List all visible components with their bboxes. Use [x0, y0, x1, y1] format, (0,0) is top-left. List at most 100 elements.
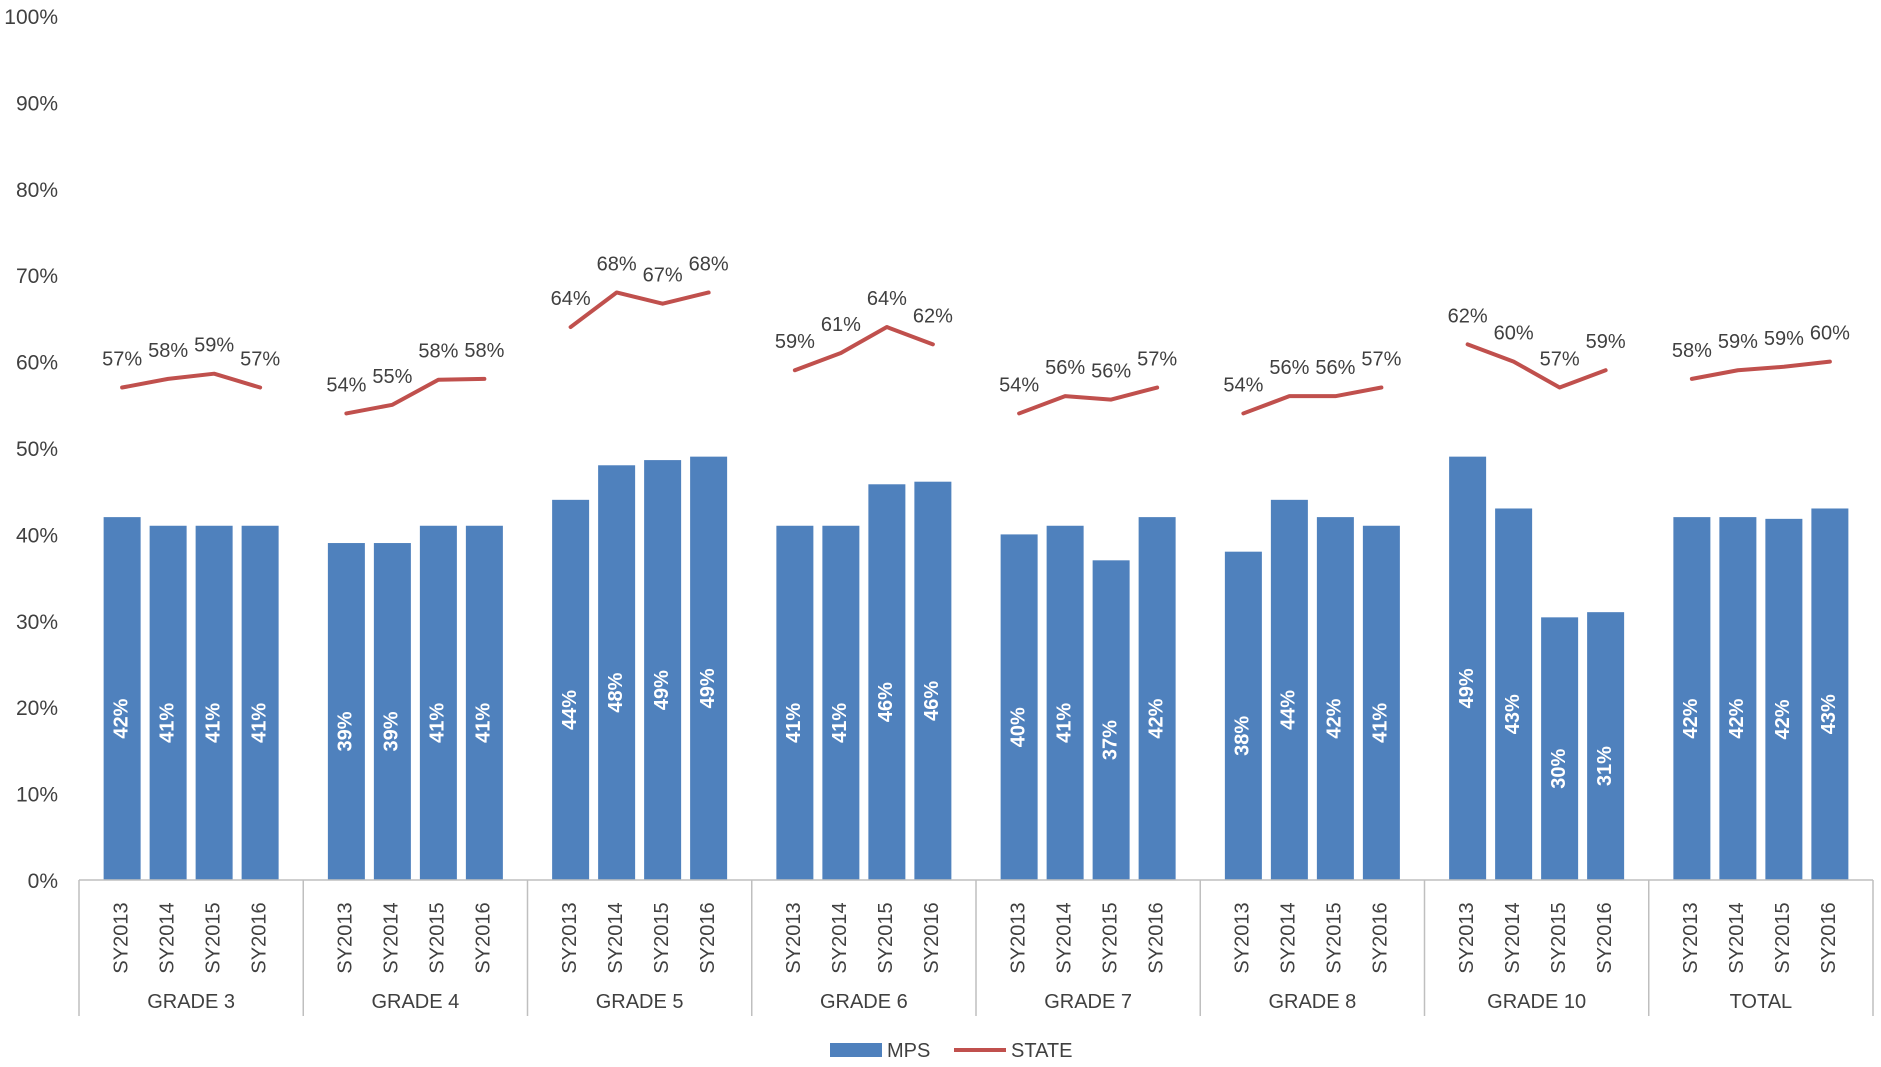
- x-tick-label: SY2013: [110, 902, 132, 973]
- x-tick-label: SY2014: [829, 902, 851, 973]
- state-data-label: 68%: [597, 253, 637, 275]
- state-data-label: 64%: [867, 288, 907, 310]
- mps-bar: [103, 517, 141, 880]
- y-tick-label: 40%: [16, 524, 58, 547]
- mps-data-label: 41%: [202, 703, 224, 743]
- state-data-label: 57%: [1540, 349, 1580, 371]
- mps-data-label: 44%: [559, 690, 581, 730]
- legend-label-state: STATE: [1011, 1040, 1072, 1062]
- mps-data-label: 49%: [1456, 668, 1478, 708]
- group-label: GRADE 7: [1044, 991, 1132, 1013]
- state-data-label: 59%: [194, 335, 234, 357]
- state-data-label: 60%: [1810, 323, 1850, 345]
- mps-data-label: 48%: [605, 672, 627, 712]
- state-data-label: 54%: [326, 374, 366, 396]
- x-tick-label: SY2014: [605, 902, 627, 973]
- x-tick-label: SY2016: [1145, 902, 1167, 973]
- mps-data-label: 41%: [829, 703, 851, 743]
- mps-data-label: 49%: [697, 668, 719, 708]
- x-tick-label: SY2016: [921, 902, 943, 973]
- state-data-label: 59%: [1764, 328, 1804, 350]
- mps-data-label: 39%: [381, 711, 403, 751]
- mps-data-label: 41%: [473, 703, 495, 743]
- y-tick-label: 50%: [16, 438, 58, 461]
- mps-data-label: 42%: [1772, 699, 1794, 739]
- mps-data-label: 41%: [1053, 703, 1075, 743]
- x-tick-label: SY2015: [202, 902, 224, 973]
- state-data-label: 58%: [1672, 340, 1712, 362]
- state-data-label: 62%: [913, 305, 953, 327]
- y-tick-label: 20%: [16, 697, 58, 720]
- x-tick-label: SY2016: [248, 902, 270, 973]
- state-data-label: 58%: [464, 340, 504, 362]
- mps-bar: [822, 525, 860, 880]
- x-tick-label: SY2014: [1053, 902, 1075, 973]
- state-line: [568, 290, 711, 330]
- state-line: [1017, 385, 1160, 416]
- mps-bar: [465, 525, 503, 880]
- mps-data-label: 41%: [156, 703, 178, 743]
- state-data-labels: 57% 58% 59% 57% 54% 55% 58% 58% 64% 68% 67% 68% 59% 6…: [102, 253, 1850, 396]
- state-data-label: 68%: [689, 253, 729, 275]
- mps-bar: [419, 525, 457, 880]
- mps-bar: [1587, 612, 1625, 880]
- state-line: [120, 371, 263, 390]
- x-tick-label: SY2015: [1324, 902, 1346, 973]
- mps-bar: [644, 460, 682, 880]
- mps-bar: [1270, 499, 1308, 880]
- state-line: [1689, 359, 1832, 381]
- state-data-label: 60%: [1494, 323, 1534, 345]
- x-tick-label: SY2015: [651, 902, 673, 973]
- mps-bar: [327, 543, 365, 880]
- mps-data-label: 41%: [783, 703, 805, 743]
- mps-bar: [241, 525, 279, 880]
- state-data-label: 57%: [102, 349, 142, 371]
- x-tick-label: SY2013: [1232, 902, 1254, 973]
- mps-bar: [690, 456, 728, 880]
- x-tick-label: SY2016: [697, 902, 719, 973]
- mps-bar: [1673, 517, 1711, 880]
- mps-bar: [1541, 617, 1579, 880]
- x-tick-label: SY2013: [335, 902, 357, 973]
- y-tick-label: 10%: [16, 784, 58, 807]
- state-line: [1465, 342, 1608, 390]
- state-data-label: 56%: [1091, 361, 1131, 383]
- mps-data-label: 41%: [427, 703, 449, 743]
- state-data-label: 67%: [643, 265, 683, 287]
- y-tick-label: 80%: [16, 179, 58, 202]
- x-axis: SY2013 SY2014 SY2015 SY2016 GRADE 3 SY2013 SY2…: [78, 879, 1874, 1016]
- mps-data-label: 46%: [875, 682, 897, 722]
- y-tick-label: 30%: [16, 611, 58, 634]
- state-data-label: 57%: [1137, 349, 1177, 371]
- mps-data-label: 49%: [651, 670, 673, 710]
- mps-bar: [914, 481, 952, 880]
- mps-bar: [1362, 525, 1400, 880]
- group-label: TOTAL: [1730, 991, 1793, 1013]
- mps-bar: [552, 499, 590, 880]
- mps-bar: [149, 525, 187, 880]
- mps-bars: [103, 456, 1849, 880]
- mps-bar: [1046, 525, 1084, 880]
- mps-data-label: 41%: [248, 703, 270, 743]
- state-data-label: 56%: [1269, 357, 1309, 379]
- y-tick-label: 100%: [4, 6, 58, 29]
- x-tick-label: SY2014: [381, 902, 403, 973]
- mps-bar: [1316, 517, 1354, 880]
- mps-data-label: 42%: [110, 698, 132, 738]
- state-data-label: 57%: [1361, 349, 1401, 371]
- state-data-label: 62%: [1448, 305, 1488, 327]
- x-tick-label: SY2013: [1007, 902, 1029, 973]
- mps-data-label: 40%: [1007, 707, 1029, 747]
- mps-bar: [1224, 551, 1262, 880]
- mps-data-label: 42%: [1680, 698, 1702, 738]
- mps-data-label: 43%: [1818, 694, 1840, 734]
- state-data-label: 58%: [418, 341, 458, 363]
- y-tick-label: 90%: [16, 92, 58, 115]
- x-tick-label: SY2013: [559, 902, 581, 973]
- group-label: GRADE 6: [820, 991, 908, 1013]
- mps-bar: [373, 543, 411, 880]
- y-axis: 0% 10% 20% 30% 40% 50% 60% 70% 80% 90% 100%: [4, 6, 58, 893]
- x-tick-label: SY2014: [1726, 902, 1748, 973]
- mps-bar: [1092, 560, 1130, 880]
